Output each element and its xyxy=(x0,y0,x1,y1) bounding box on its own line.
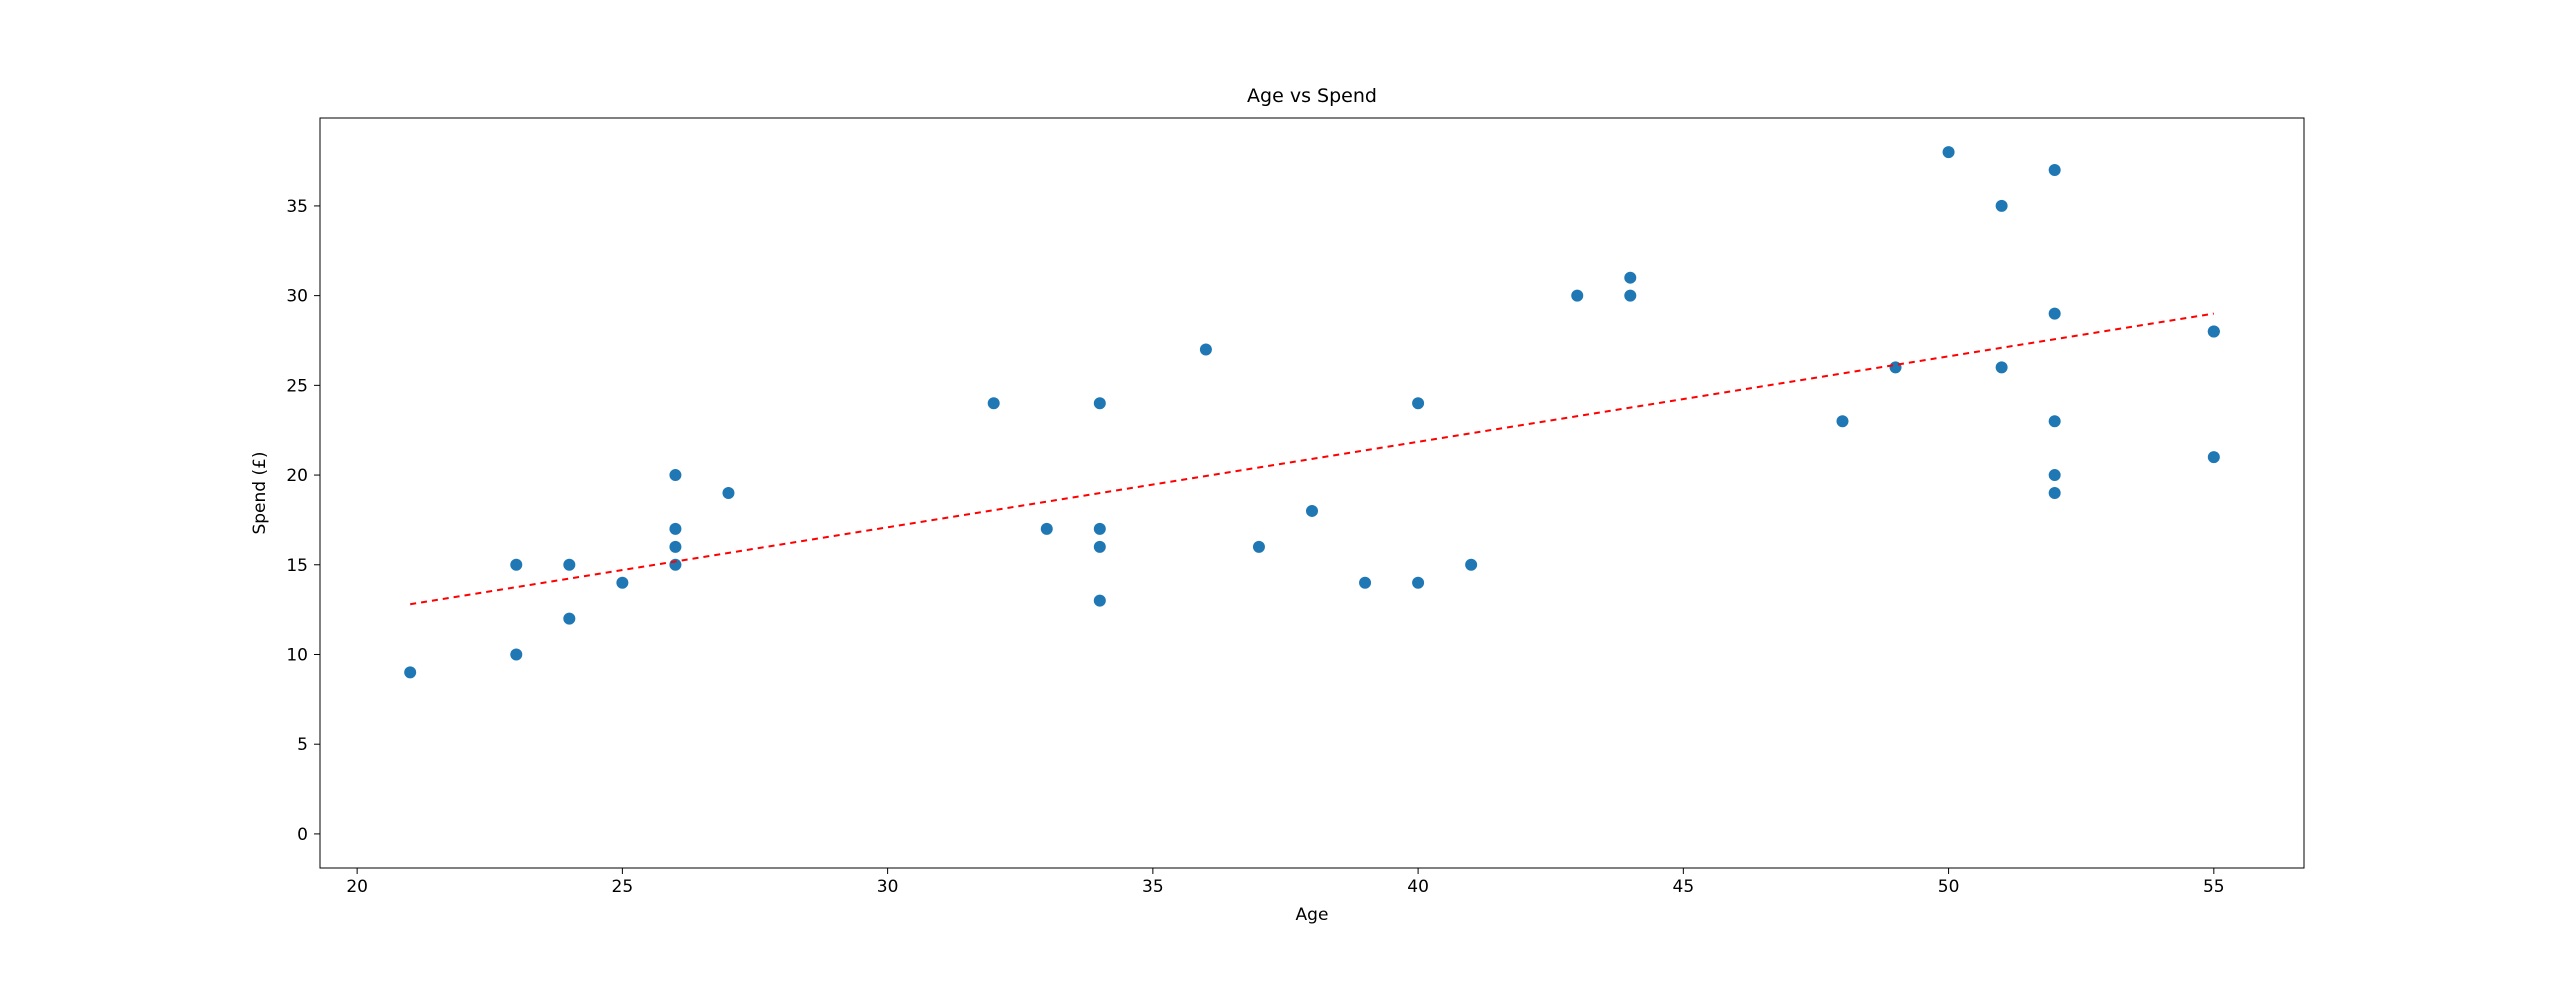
data-point xyxy=(1253,541,1265,553)
data-point xyxy=(2049,164,2061,176)
x-tick-label: 40 xyxy=(1407,877,1429,897)
x-tick-label: 35 xyxy=(1142,877,1164,897)
y-tick-label: 25 xyxy=(286,376,308,396)
y-tick-label: 0 xyxy=(297,825,308,845)
x-tick-label: 50 xyxy=(1938,877,1960,897)
data-point xyxy=(669,523,681,535)
x-tick-label: 55 xyxy=(2203,877,2225,897)
data-point xyxy=(404,666,416,678)
data-point xyxy=(2208,451,2220,463)
data-point xyxy=(988,397,1000,409)
y-tick-label: 30 xyxy=(286,287,308,307)
data-point xyxy=(1094,541,1106,553)
data-point xyxy=(1571,290,1583,302)
y-tick-label: 5 xyxy=(297,735,308,755)
data-point xyxy=(2049,308,2061,320)
data-point xyxy=(510,648,522,660)
data-point xyxy=(1943,146,1955,158)
data-point xyxy=(1094,523,1106,535)
data-point xyxy=(1624,272,1636,284)
data-point xyxy=(1306,505,1318,517)
data-point xyxy=(1412,577,1424,589)
scatter-chart: 20 25 30 35 40 45 50 55 0 5 10 15 20 25 30 35 Age Spend (… xyxy=(0,0,2560,986)
data-point xyxy=(1465,559,1477,571)
plot-background xyxy=(0,0,2560,986)
data-point xyxy=(1094,397,1106,409)
data-point xyxy=(1094,595,1106,607)
data-point xyxy=(1412,397,1424,409)
data-point xyxy=(2208,326,2220,338)
y-tick-label: 10 xyxy=(286,645,308,665)
data-point xyxy=(563,559,575,571)
y-axis-label: Spend (£) xyxy=(250,451,270,534)
data-point xyxy=(669,541,681,553)
data-point xyxy=(1624,290,1636,302)
data-point xyxy=(563,613,575,625)
x-tick-label: 30 xyxy=(877,877,899,897)
data-point xyxy=(669,469,681,481)
y-tick-label: 20 xyxy=(286,466,308,486)
data-point xyxy=(2049,487,2061,499)
data-point xyxy=(1996,361,2008,373)
data-point xyxy=(1996,200,2008,212)
data-point xyxy=(1836,415,1848,427)
y-tick-label: 15 xyxy=(286,556,308,576)
data-point xyxy=(1359,577,1371,589)
x-tick-label: 20 xyxy=(346,877,368,897)
y-tick-label: 35 xyxy=(286,197,308,217)
data-point xyxy=(722,487,734,499)
data-point xyxy=(510,559,522,571)
data-point xyxy=(1041,523,1053,535)
chart-title: Age vs Spend xyxy=(1247,85,1377,107)
x-tick-label: 25 xyxy=(612,877,634,897)
x-tick-label: 45 xyxy=(1673,877,1695,897)
data-point xyxy=(616,577,628,589)
chart-container: 20 25 30 35 40 45 50 55 0 5 10 15 20 25 30 35 Age Spend (… xyxy=(0,0,2560,986)
x-axis-label: Age xyxy=(1296,905,1329,925)
data-point xyxy=(2049,415,2061,427)
data-point xyxy=(1200,343,1212,355)
data-point xyxy=(2049,469,2061,481)
